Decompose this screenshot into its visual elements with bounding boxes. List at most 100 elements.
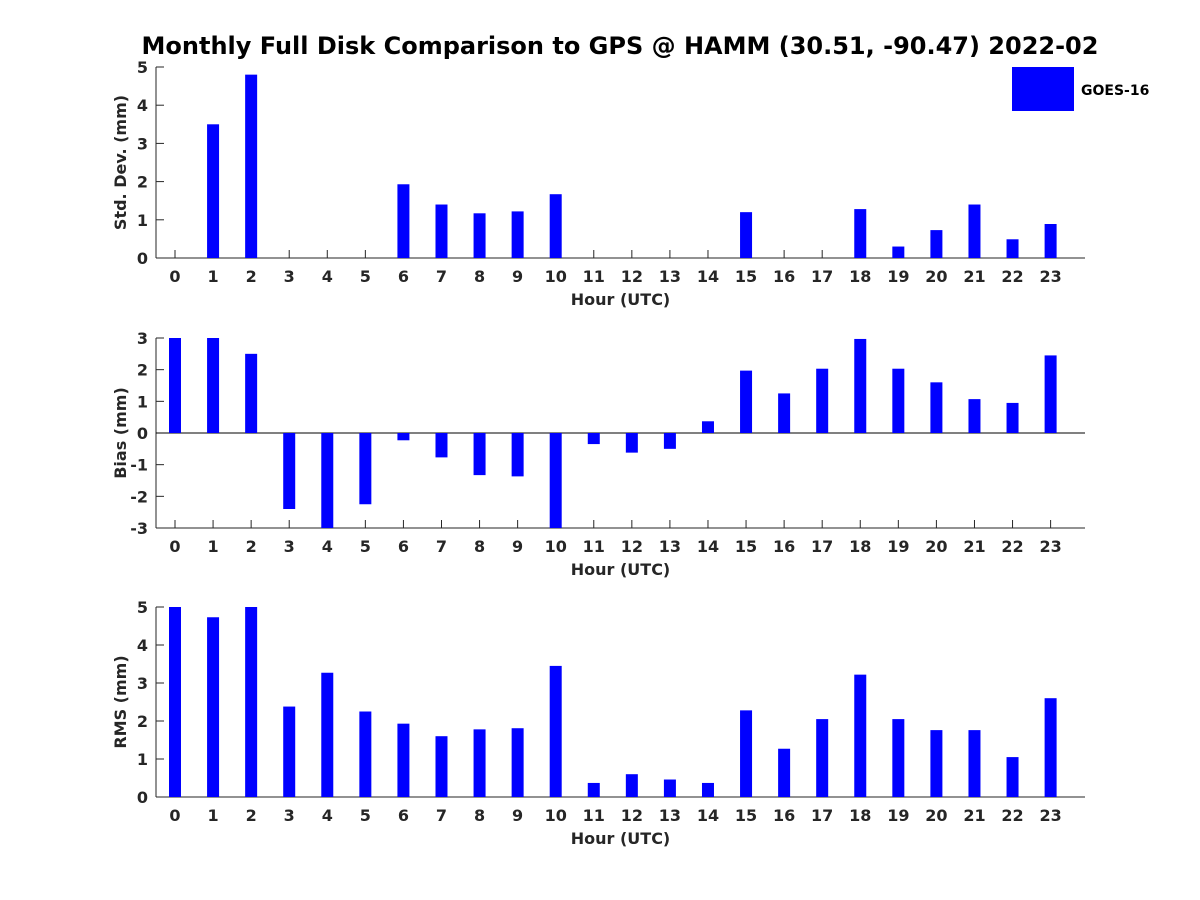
bar-hour-18	[854, 338, 867, 433]
bar-hour-8	[473, 729, 486, 797]
bar-hour-8	[473, 213, 486, 258]
bar-hour-2	[245, 353, 258, 433]
x-tick-label: 1	[207, 537, 218, 556]
bar-hour-18	[854, 209, 867, 258]
x-tick-label: 18	[849, 537, 871, 556]
x-tick-label: 23	[1039, 537, 1061, 556]
x-tick-label: 5	[360, 806, 371, 825]
x-tick-label: 23	[1039, 267, 1061, 286]
figure-title: Monthly Full Disk Comparison to GPS @ HA…	[142, 32, 1099, 60]
x-tick-label: 12	[621, 267, 643, 286]
bar-hour-18	[854, 674, 867, 797]
bar-hour-10	[549, 194, 562, 258]
x-tick-label: 17	[811, 537, 833, 556]
bar-hour-20	[930, 730, 943, 797]
bar-hour-19	[892, 368, 905, 433]
x-tick-label: 16	[773, 537, 795, 556]
bar-hour-11	[587, 433, 600, 445]
x-tick-label: 3	[284, 806, 295, 825]
y-tick-label: 3	[137, 674, 148, 693]
x-tick-label: 13	[659, 806, 681, 825]
x-tick-label: 14	[697, 267, 719, 286]
x-tick-label: 22	[1001, 267, 1023, 286]
bar-hour-7	[435, 204, 448, 258]
y-tick-label: 4	[137, 96, 148, 115]
x-tick-label: 3	[284, 267, 295, 286]
bar-hour-4	[321, 433, 334, 528]
bar-hour-16	[778, 748, 791, 797]
bar-hour-17	[816, 719, 829, 797]
x-tick-label: 0	[169, 806, 180, 825]
x-tick-label: 4	[322, 806, 333, 825]
x-tick-label: 9	[512, 537, 523, 556]
x-tick-label: 2	[246, 267, 257, 286]
x-tick-label: 6	[398, 806, 409, 825]
x-tick-label: 0	[169, 267, 180, 286]
y-tick-label: 2	[137, 173, 148, 192]
x-tick-label: 19	[887, 806, 909, 825]
x-tick-label: 14	[697, 537, 719, 556]
x-tick-label: 9	[512, 806, 523, 825]
bar-hour-9	[511, 211, 524, 258]
bar-hour-21	[968, 730, 981, 797]
x-tick-label: 20	[925, 806, 947, 825]
bar-hour-22	[1006, 757, 1019, 797]
x-tick-label: 1	[207, 806, 218, 825]
x-tick-label: 22	[1001, 537, 1023, 556]
y-tick-label: -1	[130, 456, 148, 475]
x-tick-label: 21	[963, 806, 985, 825]
bar-hour-22	[1006, 239, 1019, 258]
x-tick-label: 16	[773, 806, 795, 825]
x-axis-label: Hour (UTC)	[571, 829, 671, 848]
bar-hour-0	[169, 607, 181, 797]
y-tick-label: 5	[137, 598, 148, 617]
y-tick-label: 3	[137, 134, 148, 153]
x-tick-label: 2	[246, 537, 257, 556]
bar-hour-16	[778, 393, 791, 433]
x-tick-label: 18	[849, 806, 871, 825]
x-axis-label: Hour (UTC)	[571, 560, 671, 579]
bar-hour-3	[283, 706, 296, 797]
y-axis-label: Bias (mm)	[111, 387, 130, 479]
y-tick-label: 2	[137, 361, 148, 380]
bar-hour-14	[701, 782, 714, 797]
bar-hour-13	[663, 433, 676, 449]
x-tick-label: 15	[735, 806, 757, 825]
bar-hour-21	[968, 204, 981, 258]
y-tick-label: 0	[137, 788, 148, 807]
x-tick-label: 20	[925, 537, 947, 556]
x-tick-label: 21	[963, 537, 985, 556]
y-tick-label: 0	[137, 249, 148, 268]
legend: GOES-16	[1012, 67, 1149, 111]
y-axis-label: Std. Dev. (mm)	[111, 95, 130, 230]
bar-hour-6	[397, 723, 410, 797]
x-tick-label: 8	[474, 806, 485, 825]
bar-hour-22	[1006, 402, 1019, 433]
bar-hour-10	[549, 433, 562, 528]
y-tick-label: 4	[137, 636, 148, 655]
bar-hour-9	[511, 433, 524, 477]
x-tick-label: 11	[583, 537, 605, 556]
x-tick-label: 16	[773, 267, 795, 286]
bar-hour-20	[930, 230, 943, 258]
bar-hour-15	[740, 370, 753, 433]
x-tick-label: 10	[545, 267, 567, 286]
y-tick-label: 1	[137, 392, 148, 411]
x-tick-label: 3	[284, 537, 295, 556]
bar-hour-23	[1044, 698, 1057, 797]
x-tick-label: 18	[849, 267, 871, 286]
bar-hour-23	[1044, 355, 1057, 433]
bar-hour-5	[359, 433, 372, 505]
x-tick-label: 11	[583, 806, 605, 825]
bar-hour-2	[245, 607, 258, 797]
bar-hour-6	[397, 433, 410, 441]
x-tick-label: 17	[811, 267, 833, 286]
bar-hour-7	[435, 433, 448, 458]
x-tick-label: 23	[1039, 806, 1061, 825]
bar-hour-14	[701, 421, 714, 433]
x-tick-label: 8	[474, 267, 485, 286]
x-tick-label: 8	[474, 537, 485, 556]
x-tick-label: 15	[735, 537, 757, 556]
bar-hour-3	[283, 433, 296, 509]
